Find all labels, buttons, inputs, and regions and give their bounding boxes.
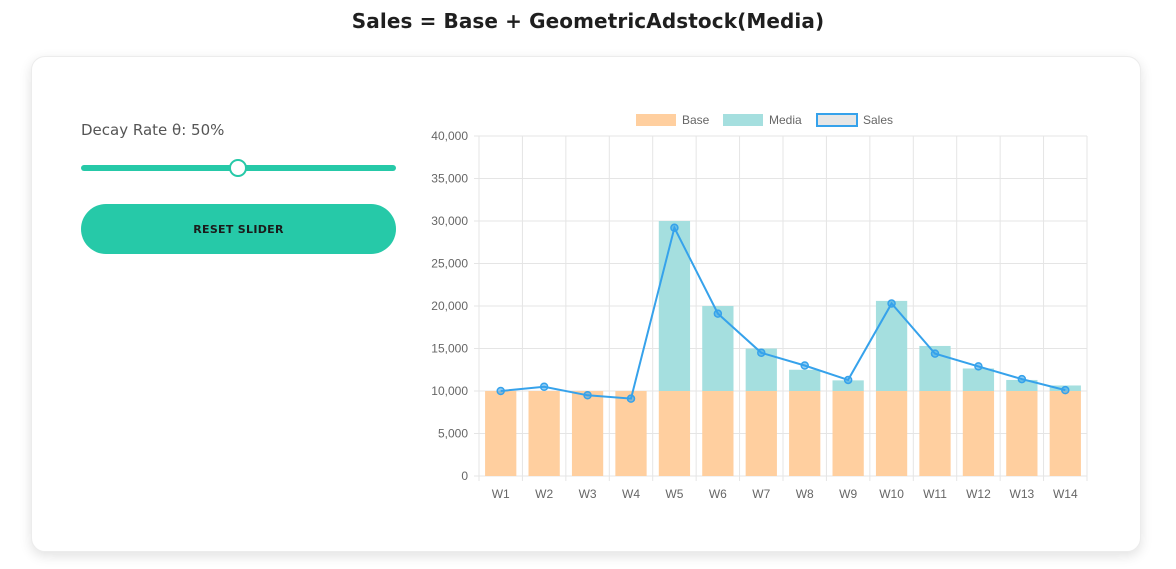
x-tick-label: W11 (923, 487, 947, 501)
x-tick-label: W12 (966, 487, 991, 501)
y-tick-label: 25,000 (431, 257, 468, 271)
base-bar (875, 391, 908, 476)
y-tick-label: 15,000 (431, 342, 468, 356)
base-bar (789, 391, 821, 476)
sales-point (974, 362, 983, 371)
base-bar (702, 391, 734, 476)
media-bar (658, 221, 691, 391)
y-tick-label: 35,000 (431, 172, 468, 186)
x-tick-label: W9 (839, 487, 857, 501)
base-bar (615, 391, 647, 476)
base-bar (485, 391, 517, 476)
chart-axes: 0 5,000 10,000 15,000 20,000 25,000 30,000 35,0… (431, 129, 1078, 501)
media-bar (832, 380, 864, 391)
x-tick-label: W1 (492, 487, 510, 501)
chart-card: Decay Rate θ: 50% RESET SLIDER 0 5,000 10,… (31, 56, 1141, 552)
x-tick-label: W8 (796, 487, 814, 501)
reset-slider-button[interactable]: RESET SLIDER (81, 204, 396, 254)
sales-point (670, 223, 679, 233)
sales-point (757, 348, 766, 357)
base-bar (1049, 391, 1081, 476)
x-tick-label: W3 (579, 487, 597, 501)
x-tick-label: W13 (1010, 487, 1035, 501)
legend-swatch (723, 114, 763, 126)
y-tick-label: 10,000 (431, 384, 468, 398)
sales-point (887, 299, 896, 308)
y-tick-label: 40,000 (431, 129, 468, 143)
sales-point (626, 394, 636, 403)
legend-swatch (816, 113, 858, 127)
media-bar (962, 368, 995, 391)
legend-label: Base (682, 113, 710, 127)
y-tick-label: 5,000 (438, 427, 468, 441)
sales-chart: 0 5,000 10,000 15,000 20,000 25,000 30,000 35,0… (431, 113, 1088, 501)
x-tick-label: W7 (752, 487, 770, 501)
sales-line (500, 224, 1066, 400)
sales-point (496, 386, 505, 396)
x-tick-label: W2 (535, 487, 553, 501)
sales-line-layer (496, 223, 1070, 403)
sales-point (1017, 374, 1027, 384)
decay-rate-label: Decay Rate θ: 50% (81, 121, 225, 139)
y-tick-label: 20,000 (431, 299, 468, 313)
base-bar (571, 391, 604, 476)
sales-point (930, 349, 940, 358)
x-tick-label: W14 (1053, 487, 1078, 501)
base-bar (919, 391, 951, 476)
media-bar (1006, 379, 1038, 391)
base-bar (658, 391, 691, 476)
y-tick-label: 30,000 (431, 214, 468, 228)
sales-point (843, 375, 853, 385)
y-tick-label: 0 (461, 469, 468, 483)
x-tick-label: W5 (665, 487, 683, 501)
sales-point (1061, 385, 1070, 395)
decay-rate-slider-thumb[interactable] (229, 159, 247, 177)
base-bar (528, 391, 560, 476)
x-tick-label: W4 (622, 487, 640, 501)
x-tick-label: W10 (879, 487, 904, 501)
media-bar (702, 306, 734, 391)
base-bar (745, 391, 777, 476)
base-bar (962, 391, 995, 476)
sales-point (713, 309, 723, 318)
media-bar (875, 300, 908, 391)
page-title: Sales = Base + GeometricAdstock(Media) (351, 9, 825, 33)
media-bar (789, 369, 821, 391)
sales-point (539, 382, 549, 391)
sales-point (583, 391, 592, 400)
x-tick-label: W6 (709, 487, 727, 501)
legend-label: Media (769, 113, 802, 127)
legend-swatch (636, 114, 676, 126)
base-bar (1006, 391, 1038, 476)
sales-point (800, 361, 809, 370)
legend-label: Sales (863, 113, 893, 127)
chart-grid (474, 135, 1088, 481)
base-bar (832, 391, 864, 476)
chart-legend[interactable]: Base Media Sales (636, 113, 893, 127)
